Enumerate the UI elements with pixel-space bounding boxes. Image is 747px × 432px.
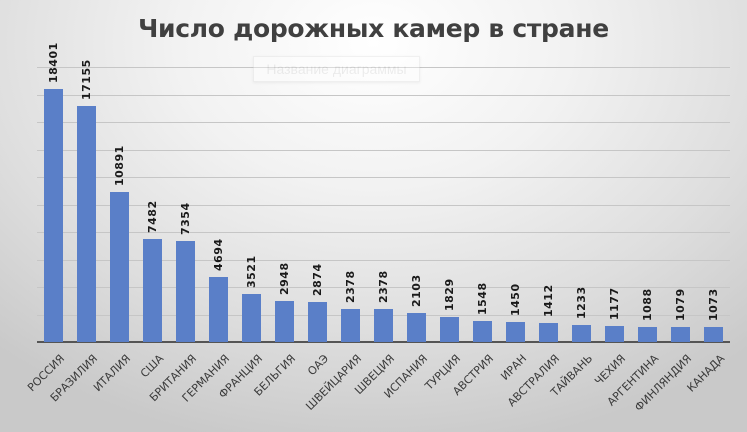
bar[interactable]	[407, 313, 426, 342]
bar[interactable]	[341, 309, 360, 342]
data-label: 2948	[278, 262, 291, 295]
bar[interactable]	[242, 294, 261, 342]
bar[interactable]	[671, 327, 690, 342]
data-label: 1079	[674, 288, 687, 321]
data-label: 2378	[344, 270, 357, 303]
gridline	[37, 205, 730, 206]
bar[interactable]	[44, 89, 63, 342]
data-label: 1177	[608, 287, 621, 320]
data-label: 17155	[80, 59, 93, 100]
gridline	[37, 95, 730, 96]
bar[interactable]	[572, 325, 591, 342]
bar[interactable]	[143, 239, 162, 342]
x-axis-line	[37, 341, 730, 343]
bar[interactable]	[176, 241, 195, 342]
bar[interactable]	[77, 106, 96, 342]
data-label: 1088	[641, 288, 654, 321]
data-label: 1450	[509, 283, 522, 316]
placeholder-title: Название диаграммы	[253, 56, 420, 82]
gridline	[37, 122, 730, 123]
bar[interactable]	[374, 309, 393, 342]
bar[interactable]	[440, 317, 459, 342]
bar[interactable]	[275, 301, 294, 342]
gridline	[37, 287, 730, 288]
data-label: 3521	[245, 255, 258, 288]
data-label: 1412	[542, 284, 555, 317]
bar[interactable]	[209, 277, 228, 342]
bar[interactable]	[704, 327, 723, 342]
gridline	[37, 260, 730, 261]
data-label: 2874	[311, 263, 324, 296]
data-label: 7482	[146, 200, 159, 233]
data-label: 18401	[47, 42, 60, 83]
data-label: 10891	[113, 145, 126, 186]
data-label: 2103	[410, 274, 423, 307]
chart-title: Число дорожных камер в стране	[138, 14, 609, 43]
bar[interactable]	[539, 323, 558, 342]
bar[interactable]	[638, 327, 657, 342]
data-label: 1829	[443, 278, 456, 311]
data-label: 1073	[707, 288, 720, 321]
bar[interactable]	[506, 322, 525, 342]
bar[interactable]	[473, 321, 492, 342]
data-label: 2378	[377, 270, 390, 303]
gridline	[37, 67, 730, 68]
bar[interactable]	[605, 326, 624, 342]
gridline	[37, 150, 730, 151]
data-label: 7354	[179, 202, 192, 235]
gridline	[37, 177, 730, 178]
data-label: 1548	[476, 282, 489, 315]
bar[interactable]	[308, 302, 327, 342]
data-label: 1233	[575, 286, 588, 319]
bar[interactable]	[110, 192, 129, 342]
gridline	[37, 232, 730, 233]
data-label: 4694	[212, 238, 225, 271]
